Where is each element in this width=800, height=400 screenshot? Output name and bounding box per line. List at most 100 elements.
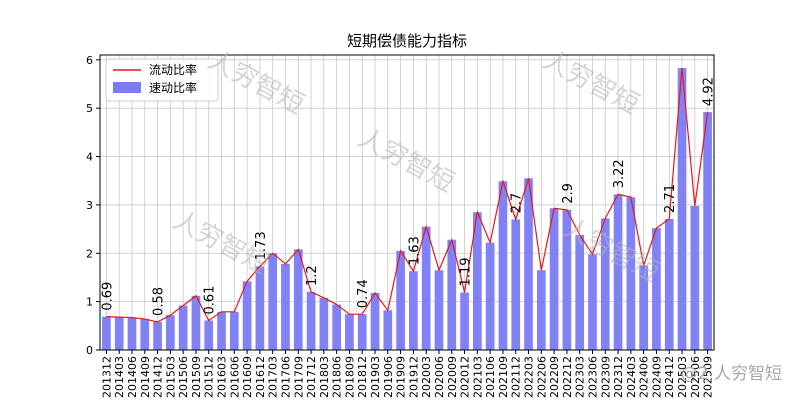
x-tick-label: 201503 [164,356,177,398]
bar [639,265,648,350]
x-tick-label: 201709 [292,356,305,398]
bar [562,209,572,350]
x-tick-label: 202012 [459,356,472,398]
legend-bar-swatch [113,82,141,93]
y-tick-label: 6 [86,54,93,67]
y-axis: 0 1 2 3 4 5 6 [86,54,100,357]
x-tick-label: 201912 [407,356,420,398]
x-tick-label: 201906 [382,356,395,398]
bar [447,239,457,350]
bar [281,263,290,350]
data-label: 2.71 [663,184,678,213]
x-tick-label: 202212 [561,356,574,398]
line-series-current-ratio [106,68,709,323]
bar [332,304,341,350]
bar [306,291,316,350]
x-tick-label: 202412 [663,356,676,398]
x-tick-label: 201606 [228,356,241,398]
bar [613,194,623,350]
bar [153,321,162,350]
x-tick-label: 201509 [190,356,203,398]
bar [703,112,712,350]
x-tick-label: 202409 [650,356,663,398]
x-tick-label: 201609 [241,356,254,398]
bar [485,242,495,350]
bar [293,249,303,350]
x-tick-label: 201806 [331,356,344,398]
bar [498,181,508,350]
bar [626,197,636,350]
data-label: 0.69 [100,282,115,311]
x-tick-label: 201703 [267,356,280,398]
data-label: 2.7 [510,193,525,214]
bar [319,297,329,350]
bar [268,253,278,350]
x-tick-label: 202009 [446,356,459,398]
bar [114,317,124,350]
legend-label-quick-ratio: 速动比率 [149,80,197,95]
x-tick-label: 202109 [497,356,510,398]
x-tick-label: 201409 [139,356,152,398]
bar [690,205,700,350]
data-label: 2.9 [561,183,576,204]
data-label: 0.74 [356,279,371,308]
bar [396,250,405,350]
x-tick-label: 201706 [279,356,292,398]
x-tick-label: 202003 [420,356,433,398]
bar [357,314,367,350]
x-tick-label: 202203 [523,356,536,398]
x-tick-label: 201712 [305,356,318,398]
y-tick-label: 0 [86,344,93,357]
bar [588,254,597,350]
x-tick-label: 202006 [433,356,446,398]
plot-frame [99,54,715,351]
watermark-source: @2 人穷智短 [680,364,782,384]
y-tick-label: 3 [86,199,93,212]
bar [242,281,252,350]
legend-label-current-ratio: 流动比率 [149,62,197,77]
x-tick-label: 201403 [113,356,126,398]
bar [511,219,521,350]
data-label: 1.63 [407,236,422,265]
x-tick-label: 201809 [343,356,356,398]
bar [473,212,482,350]
bar [549,208,559,350]
data-label: 1.19 [459,257,474,286]
x-tick-label: 201803 [318,356,331,398]
data-label: 4.92 [702,77,717,106]
x-tick-label: 201903 [369,356,382,398]
bar [102,316,111,350]
bar [166,315,175,350]
x-tick-label: 202309 [599,356,612,398]
x-tick-label: 201512 [203,356,216,398]
x-tick-label: 201603 [216,356,229,398]
line-layer [106,68,709,323]
bar [217,311,226,350]
x-tick-label: 202312 [612,356,625,398]
bar [229,311,239,350]
bars-layer [102,68,712,351]
data-label: 0.61 [203,286,218,315]
x-tick-label: 201909 [395,356,408,398]
bar [383,310,393,350]
data-label: 1.2 [305,265,320,286]
bar [434,270,444,350]
bar [600,218,610,350]
y-tick-label: 1 [86,296,93,309]
x-tick-label: 201612 [254,356,267,398]
bar [204,320,214,350]
x-tick-label: 202506 [689,356,702,398]
bar [536,270,546,350]
y-tick-label: 5 [86,102,93,115]
y-tick-label: 4 [86,151,93,164]
x-tick-label: 202509 [702,356,715,398]
bar [677,68,687,351]
bar [255,266,265,350]
bar [409,271,418,350]
bar [178,305,188,350]
x-tick-label: 202403 [625,356,638,398]
chart-title: 短期偿债能力指标 [347,32,467,50]
bar [345,314,354,350]
x-tick-label: 202406 [638,356,651,398]
